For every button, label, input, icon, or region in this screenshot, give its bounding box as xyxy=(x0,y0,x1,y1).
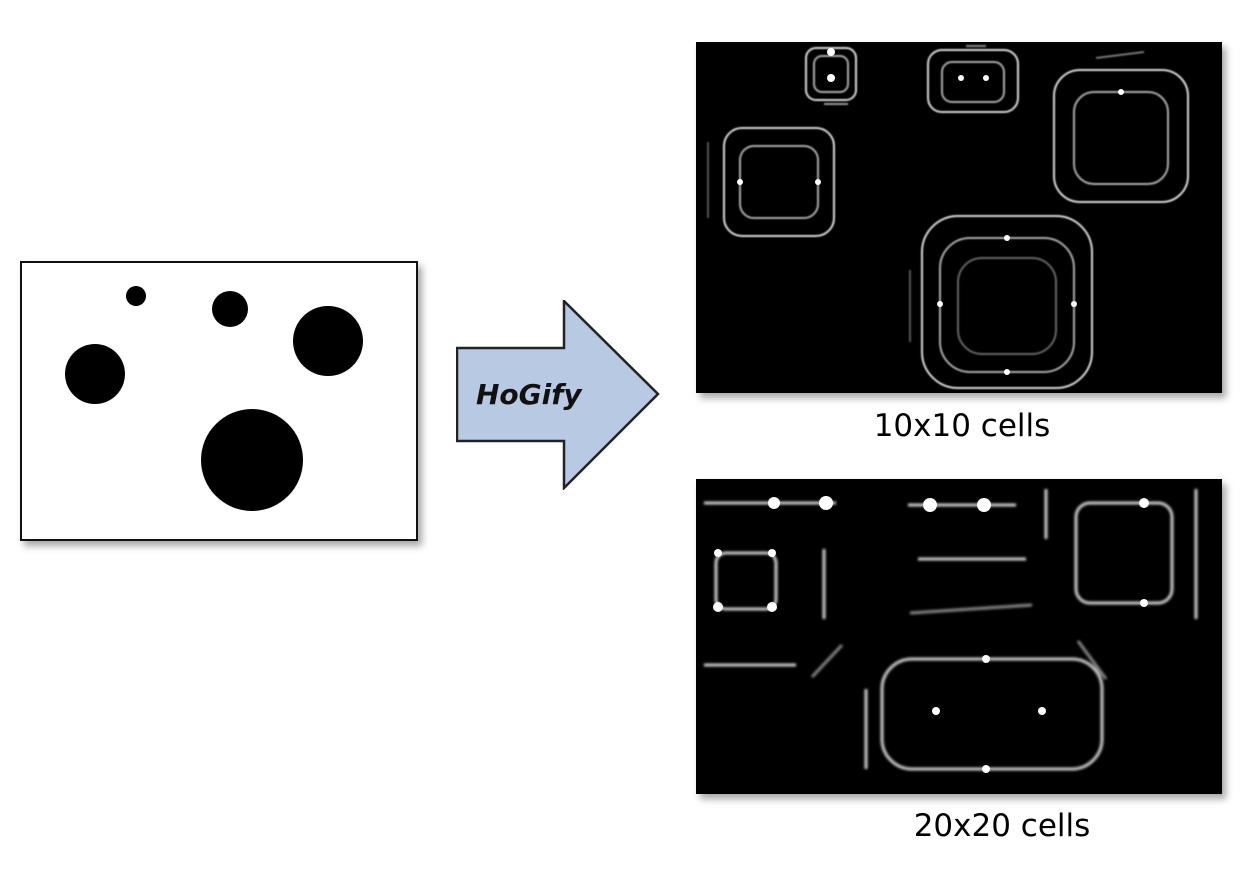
hog-highlight xyxy=(982,655,990,663)
blob-circle xyxy=(65,344,125,404)
hog-highlight xyxy=(1004,369,1010,375)
hog-ring xyxy=(921,215,1093,389)
hog-highlight xyxy=(815,179,821,185)
hog-highlight xyxy=(768,549,776,557)
hog-highlight xyxy=(983,75,989,81)
hog-ring xyxy=(714,551,778,611)
input-image-svg xyxy=(65,286,363,511)
hog-highlight xyxy=(737,179,743,185)
hog-ring xyxy=(880,657,1104,771)
hog-ring xyxy=(1053,69,1189,203)
hog-ring xyxy=(927,49,1019,113)
blob-circle xyxy=(212,291,248,327)
hog-edge xyxy=(1095,51,1145,59)
hog-highlight xyxy=(958,75,964,81)
caption-20x20: 20x20 cells xyxy=(913,808,1091,844)
hog-ring xyxy=(957,257,1057,355)
hog-highlight xyxy=(923,498,937,512)
hog-20x20-image xyxy=(696,479,1222,794)
hog-10x10-svg xyxy=(707,45,1189,389)
hog-highlight xyxy=(827,48,835,56)
blob-circle xyxy=(201,409,303,511)
input-image-panel xyxy=(20,261,418,541)
hog-highlight xyxy=(827,74,835,82)
hog-highlight xyxy=(1118,89,1124,95)
hog-edge xyxy=(810,643,844,679)
hog-highlight xyxy=(713,602,723,612)
hog-highlight xyxy=(819,496,833,510)
hog-edge xyxy=(1076,640,1108,680)
blob-circle xyxy=(126,286,146,306)
hog-ring xyxy=(941,61,1005,103)
hogify-arrow xyxy=(456,300,660,490)
hog-highlight xyxy=(714,549,722,557)
hog-highlight xyxy=(1004,235,1010,241)
hog-highlight xyxy=(937,301,943,307)
hog-10x10-image xyxy=(696,42,1222,393)
hog-highlight xyxy=(1038,707,1046,715)
hog-highlight xyxy=(932,707,940,715)
hog-highlight xyxy=(1139,498,1149,508)
hog-20x20-svg xyxy=(704,489,1198,773)
hog-ring xyxy=(739,145,819,219)
hog-highlight xyxy=(767,602,777,612)
hog-ring xyxy=(723,127,835,237)
hog-highlight xyxy=(982,765,990,773)
hog-edge xyxy=(909,603,1033,615)
hog-ring xyxy=(1074,501,1174,605)
blob-circle xyxy=(293,306,363,376)
hog-highlight xyxy=(1071,301,1077,307)
hog-ring xyxy=(1073,91,1169,185)
hog-highlight xyxy=(768,497,780,509)
hogify-label: HoGify xyxy=(476,378,582,411)
caption-10x10: 10x10 cells xyxy=(873,408,1051,444)
hog-highlight xyxy=(977,498,991,512)
hog-highlight xyxy=(1140,599,1148,607)
